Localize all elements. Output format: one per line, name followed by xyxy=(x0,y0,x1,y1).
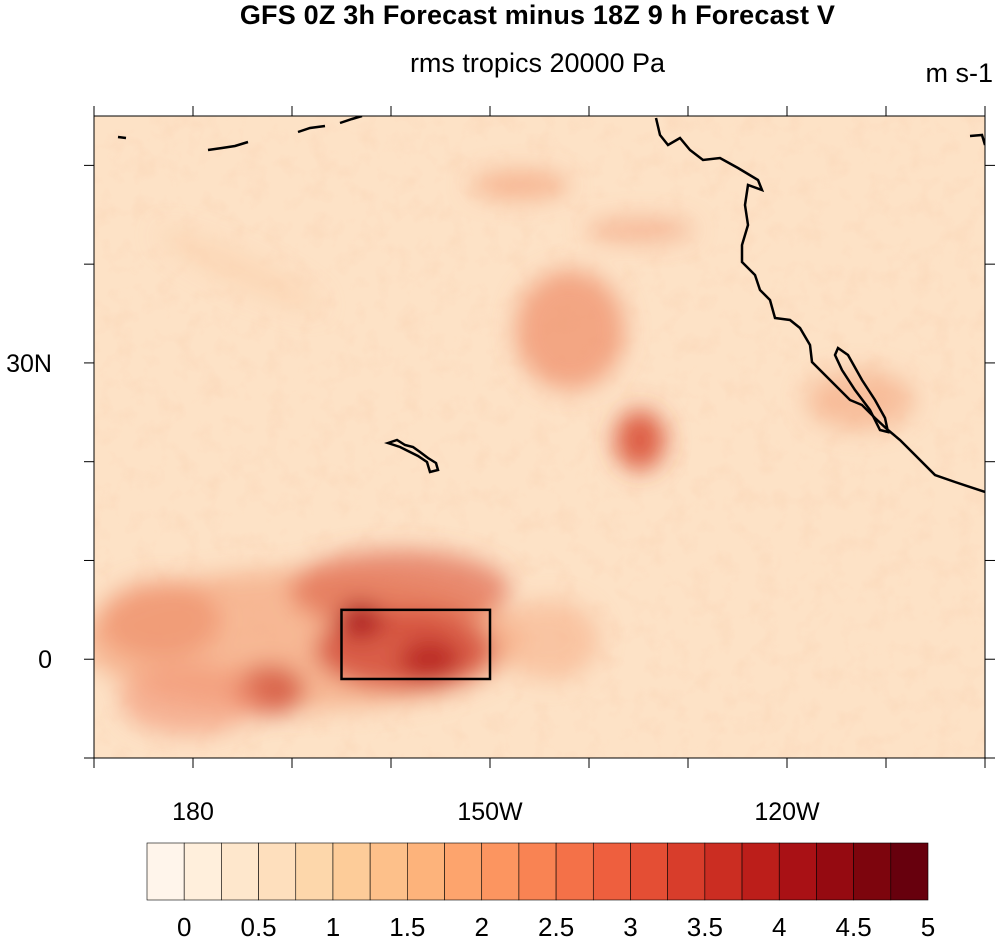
chart-subtitle: rms tropics 20000 Pa xyxy=(409,48,666,78)
colorbar-label: 1 xyxy=(326,912,340,942)
x-tick-label: 180 xyxy=(172,798,214,826)
colorbar-label: 4 xyxy=(772,912,786,942)
colorbar-swatch xyxy=(704,842,743,901)
x-tick-label: 150W xyxy=(457,798,523,826)
colorbar-swatch xyxy=(369,842,408,901)
colorbar-swatch xyxy=(778,842,817,901)
colorbar-swatch xyxy=(221,842,259,901)
colorbar-swatch xyxy=(518,842,557,901)
colorbar-label: 2.5 xyxy=(538,912,574,942)
colorbar-swatch xyxy=(592,842,631,901)
colorbar-swatch xyxy=(295,842,334,901)
colorbar-label: 5 xyxy=(921,912,935,942)
colorbar-label: 1.5 xyxy=(389,912,425,942)
bc-islands xyxy=(969,133,985,146)
units-label: m s-1 xyxy=(925,58,994,88)
coastlines xyxy=(117,116,985,494)
baja-peninsula xyxy=(833,346,890,434)
colorbar-label: 0 xyxy=(177,912,191,942)
colorbar-label: 0.5 xyxy=(240,912,276,942)
colorbar-swatch xyxy=(183,842,222,901)
colorbar-label: 3.5 xyxy=(687,912,723,942)
y-tick-label: 30N xyxy=(6,350,52,378)
colorbar-label: 3 xyxy=(623,912,637,942)
colorbar: 0 0.5 1 1.5 2 2.5 3 3.5 4 4.5 5 xyxy=(146,842,935,942)
x-tick-label: 120W xyxy=(754,798,820,826)
x-axis-ticks: 180 150W 120W xyxy=(93,106,986,826)
hawaii-islands xyxy=(384,438,440,474)
colorbar-swatch xyxy=(332,842,371,901)
colorbar-label: 2 xyxy=(474,912,488,942)
colorbar-swatch xyxy=(146,842,185,901)
map-frame xyxy=(93,115,986,759)
colorbar-swatch xyxy=(667,842,706,901)
map-field xyxy=(94,116,985,758)
colorbar-swatch xyxy=(444,842,483,901)
y-tick-label: 0 xyxy=(38,646,52,674)
colorbar-swatch xyxy=(555,842,594,901)
colorbar-swatch xyxy=(630,842,668,901)
colorbar-swatch xyxy=(853,842,892,901)
colorbar-swatch xyxy=(258,842,297,901)
highlight-box xyxy=(340,608,492,681)
chart-title: GFS 0Z 3h Forecast minus 18Z 9 h Forecas… xyxy=(239,0,836,30)
na-coastline xyxy=(654,117,985,494)
aleutian-islands xyxy=(117,116,363,152)
colorbar-swatch xyxy=(407,842,445,901)
y-axis-ticks: 30N 0 xyxy=(6,164,995,759)
colorbar-swatch xyxy=(890,842,929,901)
colorbar-swatch xyxy=(481,842,520,901)
colorbar-label: 4.5 xyxy=(836,912,872,942)
colorbar-swatch xyxy=(741,842,780,901)
colorbar-swatch xyxy=(816,842,854,901)
